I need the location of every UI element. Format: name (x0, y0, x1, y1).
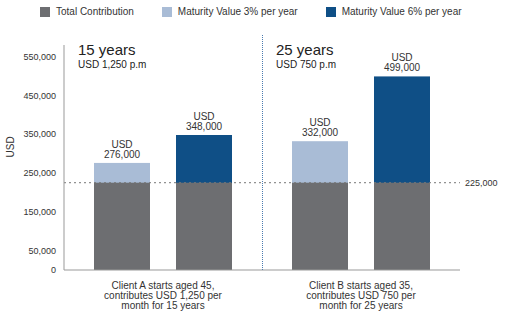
svg-text:150,000: 150,000 (23, 207, 56, 217)
svg-text:225,000: 225,000 (465, 178, 498, 188)
svg-text:USD332,000: USD332,000 (302, 117, 339, 138)
html-text:USD 1,250 p.m: USD 1,250 p.m (78, 59, 147, 70)
svg-text:0: 0 (51, 265, 56, 275)
svg-text:250,000: 250,000 (23, 168, 56, 178)
html-text:25 years: 25 years (276, 41, 334, 58)
svg-text:550,000: 550,000 (23, 52, 56, 62)
svg-text:50,000: 50,000 (28, 246, 56, 256)
html-text:USD 750 p.m: USD 750 p.m (276, 59, 336, 70)
html-text:Maturity Value 6% per year: Maturity Value 6% per year (341, 6, 462, 17)
svg-text:450,000: 450,000 (23, 91, 56, 101)
svg-text:USD276,000: USD276,000 (104, 139, 141, 160)
svg-text:USD499,000: USD499,000 (384, 52, 421, 73)
svg-text:350,000: 350,000 (23, 129, 56, 139)
svg-text:USD: USD (8, 136, 16, 157)
svg-text:Client A starts aged 45,contri: Client A starts aged 45,contributes USD … (104, 280, 223, 311)
html-text:Maturity Value 3% per year: Maturity Value 3% per year (177, 6, 298, 17)
svg-text:USD348,000: USD348,000 (186, 111, 223, 132)
svg-text:Client B starts aged 35,contri: Client B starts aged 35,contributes USD … (306, 280, 416, 311)
html-text:Total Contribution: Total Contribution (56, 6, 134, 17)
html-text:15 years: 15 years (78, 41, 136, 58)
